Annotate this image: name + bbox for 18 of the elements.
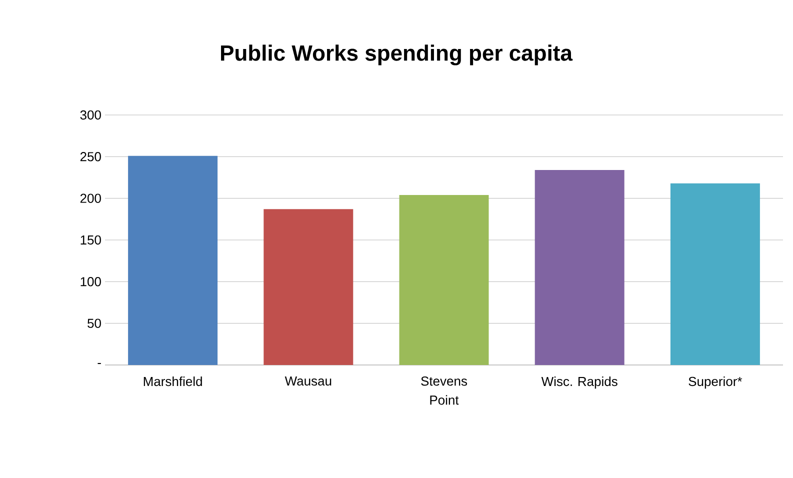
bar (264, 209, 354, 365)
x-tick-label: Stevens Point (421, 376, 468, 405)
y-tick-label: 150 (80, 235, 101, 245)
chart-title: Public Works spending per capita (221, 44, 573, 66)
y-tick-label: - (98, 363, 101, 364)
bar (534, 170, 624, 365)
y-tick-label: 250 (80, 152, 101, 162)
y-tick-label: 50 (88, 318, 101, 328)
x-tick-label: Wausau (284, 376, 332, 386)
bar (670, 183, 760, 365)
bar (128, 156, 218, 365)
x-tick-label: Superior* (688, 376, 742, 389)
bar (399, 194, 489, 365)
y-tick-label: 200 (80, 194, 101, 203)
y-tick-label: 300 (80, 110, 101, 120)
y-tick-label: 100 (80, 277, 101, 286)
x-tick-label: Marshfield (144, 376, 202, 386)
x-tick-label: Wisc. Rapids (541, 376, 618, 389)
